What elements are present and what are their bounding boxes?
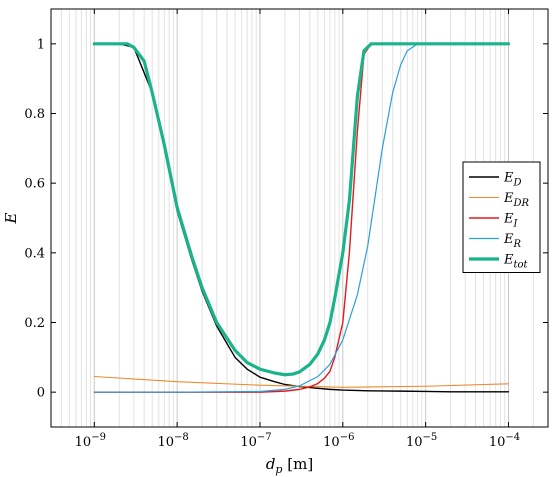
series-line-DR (93, 375, 510, 388)
y-tick-label: 0.8 (24, 107, 45, 122)
legend: ED EDR EI ER Etot (462, 161, 541, 273)
series-line-D (93, 43, 510, 393)
series-lines (92, 42, 511, 393)
legend-label-DR: EDR (503, 191, 530, 209)
grid-lines (50, 9, 534, 427)
series-line-R (93, 43, 510, 393)
y-tick-label: 0.6 (24, 177, 45, 192)
y-tick-label: 0.4 (24, 246, 45, 261)
legend-box (462, 161, 541, 273)
x-tick-label: 10−8 (157, 432, 188, 450)
x-tick-label: 10−5 (406, 432, 437, 450)
legend-label-D: ED (503, 171, 522, 189)
x-axis-label: dp [m] (266, 455, 313, 476)
axis-labels: dp [m] E (2, 212, 313, 476)
y-tick-label: 1 (37, 37, 45, 52)
legend-label-tot: Etot (503, 253, 529, 271)
series-line-tot (92, 42, 511, 377)
y-tick-label: 0.2 (24, 316, 45, 331)
y-tick-label: 0 (37, 386, 45, 401)
legend-label-I: EI (503, 212, 519, 230)
x-tick-label: 10−9 (75, 432, 106, 450)
legend-label-R: ER (503, 232, 522, 250)
x-tick-label: 10−4 (489, 432, 520, 450)
x-tick-label: 10−7 (240, 432, 271, 450)
axis-ticks: 10−9 10−8 10−7 10−6 10−5 10−4 0 0.2 0.4 0.6 0.8 1 (24, 9, 548, 450)
series-line-I (93, 43, 510, 393)
x-tick-label: 10−6 (323, 432, 354, 450)
y-axis-label: E (2, 212, 20, 224)
plot-frame (50, 8, 549, 428)
